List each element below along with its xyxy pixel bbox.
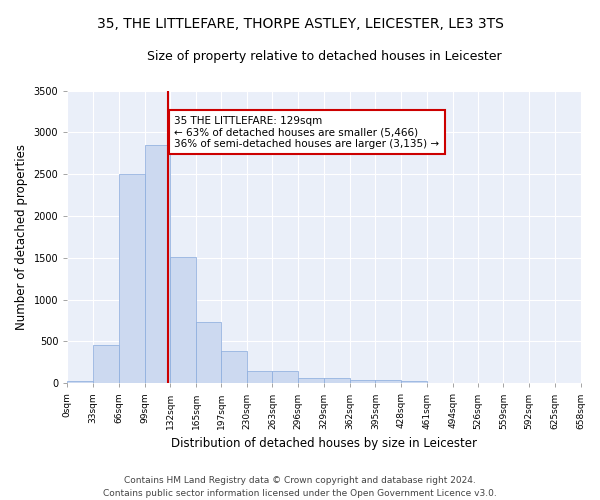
Y-axis label: Number of detached properties: Number of detached properties (15, 144, 28, 330)
Title: Size of property relative to detached houses in Leicester: Size of property relative to detached ho… (146, 50, 501, 63)
Bar (93, 345, 119, 384)
Bar (170, 257, 196, 384)
Text: Contains HM Land Registry data © Crown copyright and database right 2024.
Contai: Contains HM Land Registry data © Crown c… (103, 476, 497, 498)
Text: 35, THE LITTLEFARE, THORPE ASTLEY, LEICESTER, LE3 3TS: 35, THE LITTLEFARE, THORPE ASTLEY, LEICE… (97, 18, 503, 32)
Bar (119, 174, 145, 384)
Bar (145, 145, 170, 384)
Bar (247, 371, 272, 384)
Bar (376, 380, 401, 384)
Bar (401, 381, 427, 384)
Bar (350, 380, 376, 384)
Bar (196, 322, 221, 384)
Bar (272, 371, 298, 384)
X-axis label: Distribution of detached houses by size in Leicester: Distribution of detached houses by size … (171, 437, 477, 450)
Bar (67, 381, 93, 384)
Bar (324, 378, 350, 384)
Bar (298, 378, 324, 384)
Text: 35 THE LITTLEFARE: 129sqm
← 63% of detached houses are smaller (5,466)
36% of se: 35 THE LITTLEFARE: 129sqm ← 63% of detac… (174, 116, 439, 149)
Bar (221, 350, 247, 384)
